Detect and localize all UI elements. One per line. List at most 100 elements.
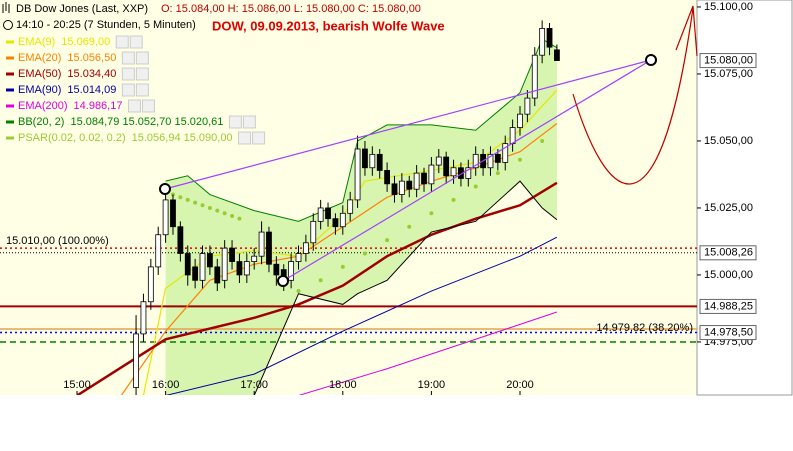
legend-button[interactable] xyxy=(135,83,149,97)
candle-body xyxy=(517,113,523,128)
legend-name: PSAR(0.02, 0.02, 0.2) xyxy=(18,132,126,144)
indicator-line xyxy=(298,311,558,395)
wolfe-point xyxy=(159,183,171,195)
chart-title: DOW, 09.09.2013, bearish Wolfe Wave xyxy=(212,18,445,33)
candle-body xyxy=(339,212,346,228)
candle-body xyxy=(214,266,221,284)
candle-body xyxy=(391,183,398,195)
psar-dot xyxy=(215,208,220,213)
legend-name: EMA(90) xyxy=(18,84,61,96)
candle-body xyxy=(221,247,228,281)
y-tick-label: 15.050,00 xyxy=(704,135,753,147)
legend-button[interactable] xyxy=(129,35,143,49)
candle-body xyxy=(133,333,139,388)
price-box xyxy=(699,53,757,69)
legend-button[interactable] xyxy=(135,67,149,81)
indicator-line xyxy=(76,181,558,395)
candle-body xyxy=(155,234,162,268)
legend-button[interactable] xyxy=(135,51,149,65)
legend-button[interactable] xyxy=(115,35,129,49)
psar-dot xyxy=(185,197,190,202)
x-tick-label: 18:00 xyxy=(329,379,357,391)
legend-value: 15.014,09 xyxy=(67,84,116,96)
level-label: 14.979,82 (38.20%) xyxy=(596,322,693,334)
price-box-label: 14.988,25 xyxy=(704,300,753,312)
candle-body xyxy=(325,207,331,220)
psar-dot xyxy=(193,200,198,205)
candle-body xyxy=(539,28,546,56)
psar-dot xyxy=(451,197,456,202)
legend-button[interactable] xyxy=(242,115,256,129)
candle-body xyxy=(310,220,317,244)
header: DB Dow Jones (Last, XXP) O: 15.084,00 H:… xyxy=(2,2,445,33)
legend-button[interactable] xyxy=(121,51,135,65)
x-tick-label: 15:00 xyxy=(63,379,91,391)
legend-button[interactable] xyxy=(238,131,252,145)
candle-body xyxy=(258,231,265,257)
price-box-label: 15.008,26 xyxy=(704,247,753,259)
candle-body xyxy=(413,172,420,190)
psar-dot xyxy=(473,184,478,189)
legend-value: 15.056,94 15.090,00 xyxy=(132,132,233,144)
psar-dot xyxy=(540,138,545,143)
psar-dot xyxy=(222,211,227,216)
wolfe-point xyxy=(277,275,289,287)
psar-dot xyxy=(362,251,367,256)
clock-icon xyxy=(3,20,13,30)
candle-body xyxy=(450,167,457,177)
candle-body xyxy=(229,247,235,262)
candle-body xyxy=(273,263,280,276)
y-tick-label: 15.075,00 xyxy=(704,68,753,80)
arrow-head xyxy=(675,5,698,57)
y-tick-label: 15.000,00 xyxy=(704,269,753,281)
chart-icon xyxy=(2,2,10,13)
legend-button[interactable] xyxy=(121,67,135,81)
ohlc: O: 15.084,00 H: 15.086,00 L: 15.080,00 C… xyxy=(161,3,421,15)
candle-body xyxy=(332,218,339,228)
legend-button[interactable] xyxy=(252,131,266,145)
candle-body xyxy=(354,148,361,201)
psar-dot xyxy=(518,157,522,162)
candle-body xyxy=(302,242,309,254)
psar-dot xyxy=(178,195,183,200)
psar-dot xyxy=(495,171,500,176)
psar-dot xyxy=(296,289,301,294)
x-tick-label: 19:00 xyxy=(418,379,446,391)
candle-body xyxy=(347,199,354,214)
legend-button[interactable] xyxy=(121,83,135,97)
candle-body xyxy=(421,172,427,185)
candle-body xyxy=(206,253,213,268)
x-tick-label: 16:00 xyxy=(152,379,180,391)
price-box xyxy=(699,298,757,314)
candle-body xyxy=(162,199,169,236)
candle-body xyxy=(472,153,479,169)
band-lower xyxy=(253,180,558,395)
legend-name: EMA(200) xyxy=(18,100,68,112)
candle-body xyxy=(199,253,206,281)
price-box-label: 15.080,00 xyxy=(704,54,753,66)
candle-body xyxy=(376,153,383,171)
candle-body xyxy=(288,261,295,281)
psar-dot xyxy=(200,203,205,208)
candle-body xyxy=(140,301,147,335)
candle-body xyxy=(243,261,250,276)
candle-body xyxy=(192,266,199,281)
legend-button[interactable] xyxy=(141,99,155,113)
legend-button[interactable] xyxy=(228,115,242,129)
candle-body xyxy=(266,231,272,265)
instrument: DB Dow Jones (Last, XXP) xyxy=(16,3,148,15)
wolfe-line xyxy=(164,59,652,190)
candle-body xyxy=(236,261,243,276)
candle-body xyxy=(494,153,501,163)
legend-value: 15.069,00 xyxy=(61,36,110,48)
candles-layer xyxy=(133,20,560,395)
candle-body xyxy=(465,167,472,179)
psar-dot xyxy=(230,213,235,218)
candle-body xyxy=(487,153,494,169)
legend-button[interactable] xyxy=(127,99,141,113)
candle-body xyxy=(170,199,176,228)
wolfe-wave xyxy=(159,5,698,287)
legend-name: EMA(9) xyxy=(18,36,55,48)
legend-name: BB(20, 2) xyxy=(18,116,64,128)
psar-dot xyxy=(385,238,390,243)
